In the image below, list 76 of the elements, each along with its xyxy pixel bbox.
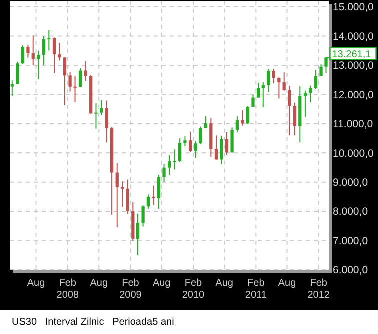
candlestick: [84, 60, 88, 82]
candlestick: [105, 100, 108, 144]
candlestick: [246, 106, 250, 124]
candlestick: [162, 163, 166, 183]
candlestick: [236, 116, 240, 134]
candlestick: [21, 45, 24, 64]
candlestick: [52, 37, 56, 74]
candlestick: [58, 42, 62, 62]
candlestick: [173, 149, 176, 170]
candlestick: [42, 36, 46, 66]
candlestick: [199, 126, 202, 145]
candlestick: [220, 135, 224, 166]
candlestick: [309, 85, 312, 104]
candlestick: [214, 135, 218, 160]
candlestick: [74, 76, 77, 103]
candlestick: [100, 100, 104, 116]
candlestick: [267, 68, 270, 93]
candlestick: [136, 213, 140, 256]
x-tick-label: Feb 2011: [245, 278, 268, 301]
y-tick-label: 11.000,0: [333, 118, 374, 131]
candlestick: [68, 72, 72, 92]
y-tick-label: 6.000,0: [333, 264, 368, 277]
candlestick: [252, 94, 255, 108]
text: US30 Interval Zilnic Perioada5 ani: [12, 317, 174, 328]
candlestick: [126, 179, 130, 215]
x-tick-label: Aug: [216, 278, 234, 289]
candlestick: [178, 138, 182, 163]
candlestick: [293, 102, 297, 136]
candlestick: [184, 136, 187, 147]
candlestick: [272, 68, 276, 84]
x-tick-label: Feb 2010: [182, 278, 206, 301]
candlestick: [146, 194, 150, 210]
x-tick-label: Feb 2008: [56, 278, 80, 301]
candlestick: [16, 61, 20, 85]
candlestick: [278, 77, 281, 100]
candlestick: [10, 80, 14, 97]
y-tick-label: 9.000,0: [333, 177, 368, 190]
candlestick: [63, 56, 67, 106]
annotation: 13.261,1: [332, 49, 372, 60]
y-tick-label: 8.000,0: [333, 206, 368, 218]
candlestick: [94, 102, 98, 130]
candlestick: [194, 140, 198, 159]
candlestick: [288, 86, 292, 136]
y-tick-label: 10.000,0: [333, 148, 374, 160]
candlestick: [48, 30, 51, 52]
candlestick: [241, 110, 244, 126]
y-tick-label: 14.000,0: [333, 30, 374, 43]
x-tick-label: Feb 2009: [120, 278, 142, 301]
candlestick: [152, 185, 156, 206]
candlestick: [37, 50, 40, 80]
x-tick-label: Aug: [27, 278, 46, 289]
x-tick-label: Feb 2012: [308, 278, 330, 301]
candlestick: [142, 205, 145, 228]
x-tick-label: Aug: [278, 278, 296, 289]
x-tick-label: Aug: [152, 278, 171, 289]
candlestick: [116, 162, 119, 228]
candlestick: [320, 64, 323, 77]
candlestick: [257, 82, 260, 98]
candlestick: [304, 90, 308, 118]
candlestick: [79, 68, 82, 88]
candlestick: [26, 44, 30, 58]
candlestick: [32, 35, 35, 66]
candlestick: [282, 72, 286, 92]
y-tick-label: 13.000,0: [333, 60, 374, 72]
candlestick: [188, 131, 192, 153]
y-tick-label: 7.000,0: [333, 235, 368, 248]
candlestick: [225, 132, 229, 156]
x-tick-label: Aug: [90, 278, 108, 289]
candlestick: [157, 174, 161, 210]
candlestick: [230, 127, 234, 154]
y-tick-label: 15.000,0: [333, 2, 374, 14]
candlestick: [314, 70, 318, 90]
y-tick-label: 12.000,0: [333, 89, 374, 102]
candlestick: [204, 116, 208, 129]
candlestick: [168, 154, 172, 176]
candlestick: [120, 180, 124, 208]
